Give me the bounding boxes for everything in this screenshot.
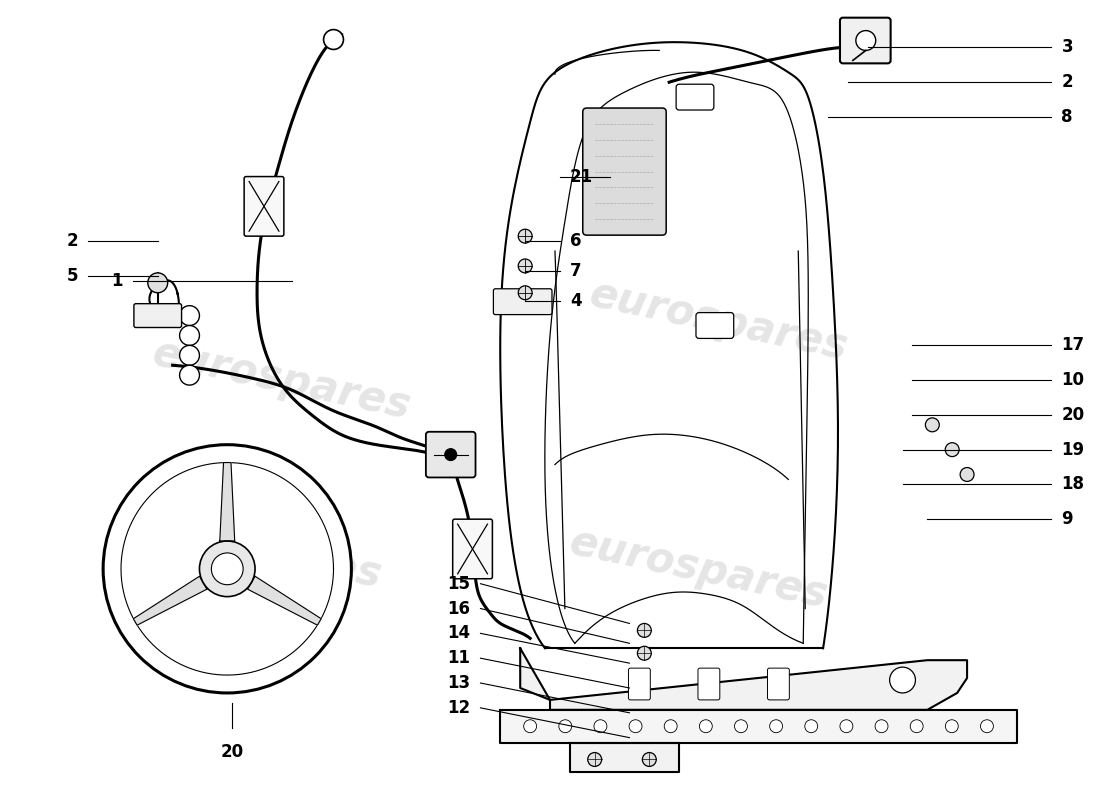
Text: 6: 6 xyxy=(570,232,582,250)
FancyBboxPatch shape xyxy=(583,108,667,235)
Text: eurospares: eurospares xyxy=(119,501,385,597)
Polygon shape xyxy=(570,742,679,772)
Polygon shape xyxy=(500,710,1016,742)
Text: 3: 3 xyxy=(1062,38,1072,57)
Circle shape xyxy=(179,326,199,346)
Polygon shape xyxy=(103,445,351,693)
Text: eurospares: eurospares xyxy=(565,521,832,617)
Text: 12: 12 xyxy=(448,699,471,717)
Text: 20: 20 xyxy=(1062,406,1085,424)
Circle shape xyxy=(211,553,243,585)
Circle shape xyxy=(664,720,678,733)
Circle shape xyxy=(147,273,167,293)
Polygon shape xyxy=(248,576,321,625)
Circle shape xyxy=(840,720,852,733)
Circle shape xyxy=(945,720,958,733)
Circle shape xyxy=(637,623,651,638)
Circle shape xyxy=(629,720,642,733)
Circle shape xyxy=(960,467,974,482)
Circle shape xyxy=(444,449,456,461)
Circle shape xyxy=(735,720,747,733)
Circle shape xyxy=(876,720,888,733)
FancyBboxPatch shape xyxy=(134,304,182,327)
Text: eurospares: eurospares xyxy=(148,332,415,428)
Text: eurospares: eurospares xyxy=(586,273,851,369)
Circle shape xyxy=(910,720,923,733)
Circle shape xyxy=(642,753,657,766)
Circle shape xyxy=(925,418,939,432)
Text: 13: 13 xyxy=(448,674,471,692)
Circle shape xyxy=(980,720,993,733)
FancyBboxPatch shape xyxy=(628,668,650,700)
FancyBboxPatch shape xyxy=(768,668,790,700)
Text: 16: 16 xyxy=(448,599,471,618)
Circle shape xyxy=(179,306,199,326)
Circle shape xyxy=(199,541,255,597)
FancyBboxPatch shape xyxy=(840,18,891,63)
Text: 11: 11 xyxy=(448,649,471,667)
Circle shape xyxy=(637,646,651,660)
Text: 15: 15 xyxy=(448,574,471,593)
FancyBboxPatch shape xyxy=(676,84,714,110)
Circle shape xyxy=(770,720,782,733)
Text: 10: 10 xyxy=(1062,371,1085,389)
Text: 1: 1 xyxy=(111,272,123,290)
Polygon shape xyxy=(520,648,967,710)
FancyBboxPatch shape xyxy=(244,177,284,236)
Circle shape xyxy=(179,346,199,366)
FancyBboxPatch shape xyxy=(494,289,552,314)
Circle shape xyxy=(587,753,602,766)
Circle shape xyxy=(559,720,572,733)
Circle shape xyxy=(890,667,915,693)
Circle shape xyxy=(323,30,343,50)
Text: 9: 9 xyxy=(1062,510,1072,528)
Text: 8: 8 xyxy=(1062,108,1072,126)
Text: 4: 4 xyxy=(570,292,582,310)
FancyBboxPatch shape xyxy=(426,432,475,478)
Text: 21: 21 xyxy=(570,167,593,186)
FancyBboxPatch shape xyxy=(453,519,493,578)
Circle shape xyxy=(179,366,199,385)
Circle shape xyxy=(518,286,532,300)
FancyBboxPatch shape xyxy=(698,668,719,700)
Text: 2: 2 xyxy=(67,232,78,250)
FancyBboxPatch shape xyxy=(696,313,734,338)
Text: 20: 20 xyxy=(221,742,244,761)
Text: 18: 18 xyxy=(1062,475,1085,494)
Circle shape xyxy=(805,720,817,733)
Circle shape xyxy=(700,720,713,733)
Circle shape xyxy=(856,30,876,50)
Text: 14: 14 xyxy=(448,624,471,642)
Circle shape xyxy=(524,720,537,733)
Text: 19: 19 xyxy=(1062,441,1085,458)
Circle shape xyxy=(103,445,351,693)
Circle shape xyxy=(518,259,532,273)
Polygon shape xyxy=(220,462,234,541)
Text: 7: 7 xyxy=(570,262,582,280)
Polygon shape xyxy=(133,576,207,625)
Text: 5: 5 xyxy=(67,267,78,285)
Text: 17: 17 xyxy=(1062,336,1085,354)
Circle shape xyxy=(594,720,607,733)
Circle shape xyxy=(518,229,532,243)
Text: 2: 2 xyxy=(1062,74,1072,91)
Circle shape xyxy=(945,442,959,457)
